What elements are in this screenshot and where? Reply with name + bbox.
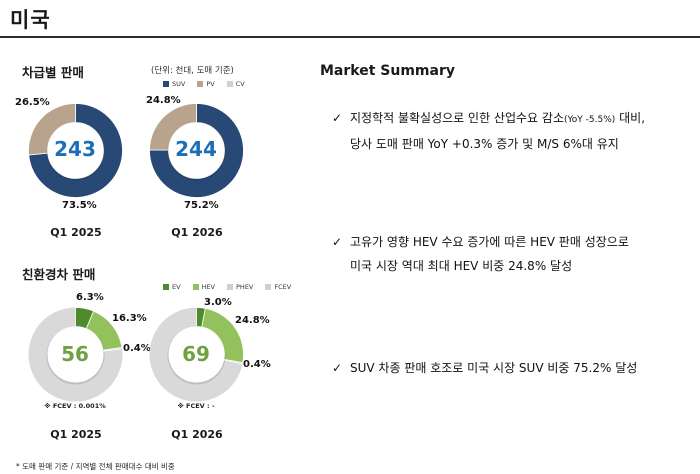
segment-legend: SUV PV CV xyxy=(163,80,257,88)
period-label-segment-2025: Q1 2025 xyxy=(50,226,102,239)
pct-label-phev-2025: 0.4% xyxy=(123,343,151,354)
donut-chart-segment-2025 xyxy=(28,103,123,198)
fcev-note-2026: ※ FCEV : - xyxy=(177,402,215,410)
period-label-eco-2026: Q1 2026 xyxy=(171,428,223,441)
legend-swatch-pv xyxy=(197,81,204,87)
pct-label-hev-2025: 16.3% xyxy=(112,313,147,324)
donut-center-segment-2026 xyxy=(168,122,225,179)
legend-swatch-ev xyxy=(163,284,169,290)
summary-bullet-1-line-1: 지정학적 불확실성으로 인한 산업수요 감소(YoY -5.5%) 대비, xyxy=(350,106,700,132)
summary-bullet-1: ✓ 지정학적 불확실성으로 인한 산업수요 감소(YoY -5.5%) 대비, … xyxy=(332,106,692,156)
check-icon: ✓ xyxy=(332,361,343,375)
eco-legend: EV HEV PHEV FCEV xyxy=(163,283,303,291)
legend-label-suv: SUV xyxy=(172,80,186,88)
summary-bullet-2: ✓ 고유가 영향 HEV 수요 증가에 따른 HEV 판매 성장으로 미국 시장… xyxy=(332,230,692,280)
fcev-note-2025: ※ FCEV : 0.001% xyxy=(44,402,106,410)
eco-sales-heading: 친환경차 판매 xyxy=(22,267,96,282)
summary-bullet-1-line-2: 당사 도매 판매 YoY +0.3% 증가 및 M/S 6%대 유지 xyxy=(350,137,619,151)
pct-label-ev-2025: 6.3% xyxy=(76,292,104,303)
donut-center-segment-2025 xyxy=(47,122,104,179)
page-title: 미국 xyxy=(10,8,51,32)
legend-swatch-fcev xyxy=(265,284,272,290)
legend-label-fcev: FCEV xyxy=(274,283,292,291)
segment-sales-heading: 차급별 판매 xyxy=(22,65,84,80)
legend-swatch-suv xyxy=(163,81,169,87)
title-divider xyxy=(0,36,700,38)
donut-center-eco-2026 xyxy=(168,326,225,383)
legend-label-cv: CV xyxy=(235,80,245,88)
legend-label-ev: EV xyxy=(172,283,181,291)
period-label-segment-2026: Q1 2026 xyxy=(171,226,223,239)
donut-total-segment-2026: 244 xyxy=(175,137,217,161)
pct-label-pv-2025: 26.5% xyxy=(15,97,50,108)
donut-total-eco-2025: 56 xyxy=(61,342,89,366)
bullet-1-yoy-note: (YoY -5.5%) xyxy=(563,115,616,125)
pct-label-phev-2026: 0.4% xyxy=(243,359,271,370)
donut-chart-segment-2026 xyxy=(149,103,244,198)
bullet-1-text-a: 지정학적 불확실성으로 인한 산업수요 감소 xyxy=(350,111,564,125)
footnote: * 도매 판매 기준 / 지역별 전체 판매대수 대비 비중 xyxy=(16,462,175,471)
check-icon: ✓ xyxy=(332,235,343,249)
pct-label-hev-2026: 24.8% xyxy=(235,315,270,326)
pct-label-suv-2026: 75.2% xyxy=(184,200,219,211)
donut-chart-eco-2026 xyxy=(149,307,244,402)
unit-note: (단위: 천대, 도매 기준) xyxy=(151,66,234,76)
legend-swatch-cv xyxy=(226,81,233,87)
legend-label-phev: PHEV xyxy=(236,283,254,291)
legend-swatch-phev xyxy=(227,284,234,290)
donut-center-eco-2025 xyxy=(47,326,104,383)
donut-total-segment-2025: 243 xyxy=(54,137,96,161)
summary-bullet-3: ✓ SUV 차종 판매 호조로 미국 시장 SUV 비중 75.2% 달성 xyxy=(332,356,692,382)
donut-total-eco-2026: 69 xyxy=(182,342,210,366)
period-label-eco-2025: Q1 2025 xyxy=(50,428,102,441)
pct-label-pv-2026: 24.8% xyxy=(146,95,181,106)
bullet-1-text-b: 대비, xyxy=(615,111,646,125)
check-icon: ✓ xyxy=(332,111,343,125)
legend-swatch-hev xyxy=(192,284,199,290)
summary-bullet-2-line-2: 미국 시장 역대 최대 HEV 비중 24.8% 달성 xyxy=(350,259,573,273)
pct-label-suv-2025: 73.5% xyxy=(62,200,97,211)
legend-label-hev: HEV xyxy=(201,283,216,291)
donut-chart-eco-2025 xyxy=(28,307,123,402)
legend-label-pv: PV xyxy=(206,80,215,88)
summary-bullet-2-line-1: 고유가 영향 HEV 수요 증가에 따른 HEV 판매 성장으로 xyxy=(350,235,629,249)
market-summary-heading: Market Summary xyxy=(320,63,455,79)
pct-label-ev-2026: 3.0% xyxy=(204,297,232,308)
summary-bullet-3-line-1: SUV 차종 판매 호조로 미국 시장 SUV 비중 75.2% 달성 xyxy=(350,361,638,375)
